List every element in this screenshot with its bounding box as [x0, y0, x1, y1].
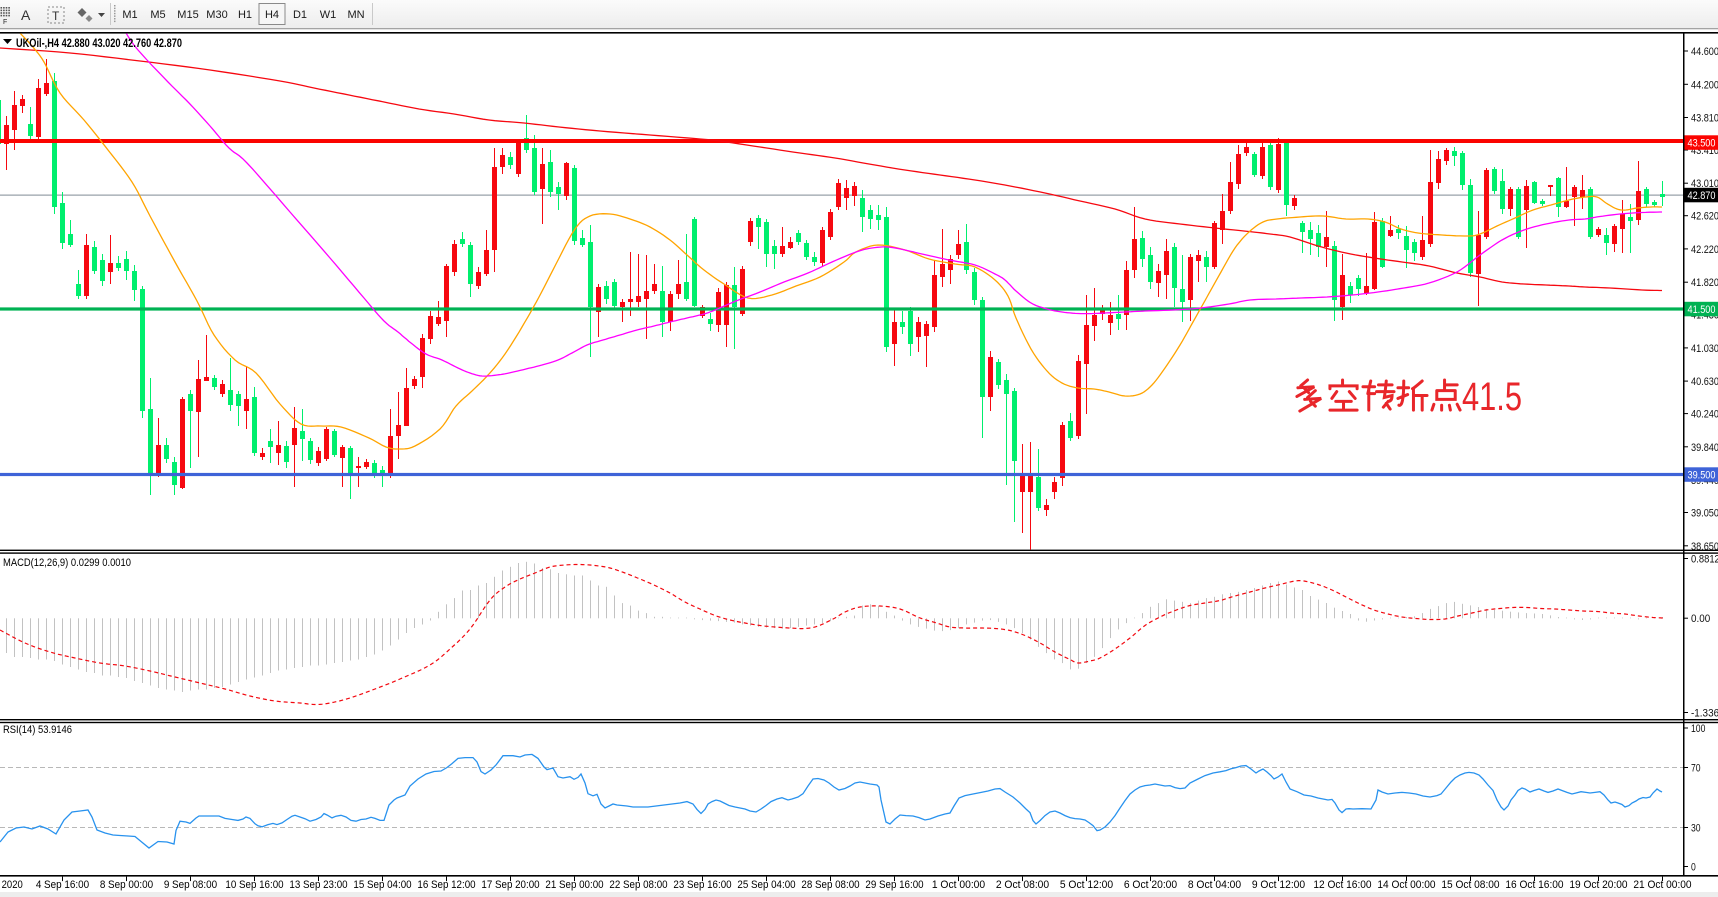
svg-text:12 Oct 16:00: 12 Oct 16:00 [1313, 879, 1371, 891]
svg-text:6 Oct 20:00: 6 Oct 20:00 [1124, 879, 1177, 891]
svg-text:17 Sep 20:00: 17 Sep 20:00 [481, 879, 539, 891]
svg-text:A: A [21, 7, 31, 23]
svg-text:42.620: 42.620 [1691, 211, 1718, 223]
svg-text:0.00: 0.00 [1691, 613, 1710, 625]
svg-text:15 Oct 08:00: 15 Oct 08:00 [1441, 879, 1499, 891]
svg-text:15 Sep 04:00: 15 Sep 04:00 [353, 879, 411, 891]
svg-text:100: 100 [1691, 723, 1705, 735]
svg-text:10 Sep 16:00: 10 Sep 16:00 [225, 879, 283, 891]
svg-text:28 Sep 08:00: 28 Sep 08:00 [801, 879, 859, 891]
svg-text:29 Sep 16:00: 29 Sep 16:00 [865, 879, 923, 891]
svg-text:M5: M5 [150, 9, 165, 21]
svg-text:13 Sep 23:00: 13 Sep 23:00 [289, 879, 347, 891]
svg-text:M30: M30 [206, 9, 227, 21]
svg-text:41.030: 41.030 [1691, 343, 1718, 355]
svg-text:16 Oct 16:00: 16 Oct 16:00 [1505, 879, 1563, 891]
svg-text:0.8812: 0.8812 [1691, 554, 1718, 566]
svg-text:MACD(12,26,9) 0.0299 0.0010: MACD(12,26,9) 0.0299 0.0010 [3, 557, 131, 569]
svg-text:9 Sep 08:00: 9 Sep 08:00 [164, 879, 217, 891]
svg-text:F: F [3, 19, 7, 26]
svg-text:H4: H4 [265, 9, 279, 21]
svg-text:40.240: 40.240 [1691, 409, 1718, 421]
svg-text:44.600: 44.600 [1691, 46, 1718, 58]
svg-text:39.500: 39.500 [1688, 470, 1716, 482]
svg-text:42.870: 42.870 [1688, 190, 1716, 202]
svg-text:25 Sep 04:00: 25 Sep 04:00 [737, 879, 795, 891]
svg-text:19 Oct 20:00: 19 Oct 20:00 [1569, 879, 1627, 891]
svg-text:1 Oct 00:00: 1 Oct 00:00 [932, 879, 985, 891]
svg-text:W1: W1 [320, 9, 337, 21]
svg-text:3 Sep 2020: 3 Sep 2020 [0, 879, 23, 891]
svg-text:22 Sep 08:00: 22 Sep 08:00 [609, 879, 667, 891]
svg-text:5 Oct 12:00: 5 Oct 12:00 [1060, 879, 1113, 891]
svg-text:T: T [52, 9, 60, 23]
svg-text:8 Oct 04:00: 8 Oct 04:00 [1188, 879, 1241, 891]
svg-text:RSI(14) 53.9146: RSI(14) 53.9146 [3, 724, 72, 736]
svg-text:2 Oct 08:00: 2 Oct 08:00 [996, 879, 1049, 891]
svg-text:4 Sep 16:00: 4 Sep 16:00 [36, 879, 89, 891]
svg-text:M15: M15 [177, 9, 198, 21]
svg-text:14 Oct 00:00: 14 Oct 00:00 [1377, 879, 1435, 891]
svg-text:40.630: 40.630 [1691, 376, 1718, 388]
svg-text:42.220: 42.220 [1691, 244, 1718, 256]
svg-text:41.500: 41.500 [1688, 304, 1716, 316]
svg-text:0: 0 [1691, 862, 1696, 874]
svg-text:39.840: 39.840 [1691, 442, 1718, 454]
svg-text:70: 70 [1691, 763, 1701, 775]
svg-text:D1: D1 [293, 9, 307, 21]
svg-text:43.500: 43.500 [1688, 138, 1716, 150]
svg-text:M1: M1 [122, 9, 137, 21]
svg-text:41.820: 41.820 [1691, 277, 1718, 289]
svg-text:41.5: 41.5 [1462, 375, 1522, 419]
svg-text:H1: H1 [238, 9, 252, 21]
svg-text:UKOil-,H4 42.880 43.020 42.76: UKOil-,H4 42.880 43.020 42.760 42.870 [16, 38, 182, 50]
svg-text:21 Oct 00:00: 21 Oct 00:00 [1633, 879, 1691, 891]
svg-text:23 Sep 16:00: 23 Sep 16:00 [673, 879, 731, 891]
svg-text:16 Sep 12:00: 16 Sep 12:00 [417, 879, 475, 891]
svg-text:-1.3368: -1.3368 [1691, 708, 1718, 720]
svg-text:21 Sep 00:00: 21 Sep 00:00 [545, 879, 603, 891]
svg-text:MN: MN [347, 9, 364, 21]
svg-text:43.010: 43.010 [1691, 178, 1718, 190]
svg-text:39.050: 39.050 [1691, 508, 1718, 520]
svg-text:43.810: 43.810 [1691, 113, 1718, 125]
svg-text:30: 30 [1691, 823, 1701, 835]
svg-text:38.650: 38.650 [1691, 541, 1718, 553]
svg-text:8 Sep 00:00: 8 Sep 00:00 [100, 879, 153, 891]
svg-text:9 Oct 12:00: 9 Oct 12:00 [1252, 879, 1305, 891]
svg-text:44.200: 44.200 [1691, 79, 1718, 91]
